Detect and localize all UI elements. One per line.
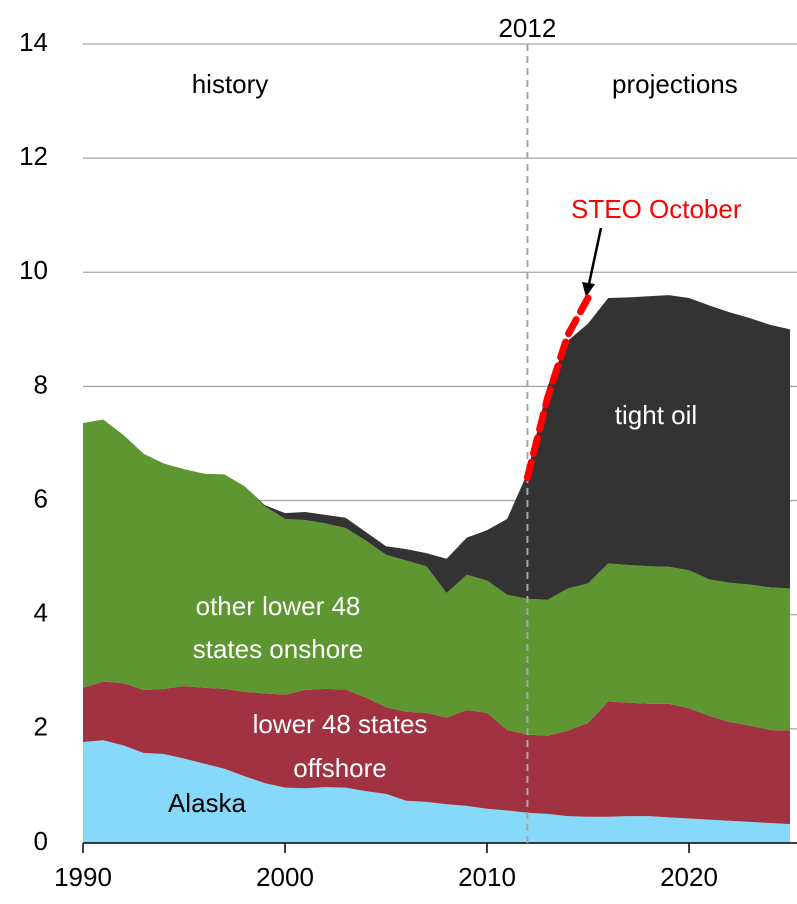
grid: 0 2 4 6 8 10 12 14 (19, 27, 797, 856)
area-label: states onshore (193, 634, 364, 664)
area-label: tight oil (615, 400, 697, 430)
y-tick-label: 12 (19, 141, 48, 171)
areas (83, 295, 790, 843)
x-tick-label: 2020 (660, 862, 718, 892)
area-label: Alaska (168, 788, 247, 818)
area-label: lower 48 states (253, 709, 428, 739)
y-tick-label: 14 (19, 27, 48, 57)
area (83, 740, 790, 843)
x-tick-label: 2010 (458, 862, 516, 892)
y-tick-label: 10 (19, 255, 48, 285)
y-tick-label: 6 (34, 483, 48, 513)
area (83, 419, 790, 736)
y-tick-label: 8 (34, 369, 48, 399)
area-label: offshore (293, 753, 386, 783)
y-tick-label: 0 (34, 826, 48, 856)
reference-label: 2012 (498, 13, 556, 43)
x-tick-label: 2000 (256, 862, 314, 892)
steo-arrow (587, 227, 603, 285)
steo-arrowhead (582, 282, 595, 297)
x-tick-label: 1990 (54, 862, 112, 892)
steo-label: STEO October (571, 194, 742, 224)
area (83, 681, 790, 825)
projections-label: projections (612, 69, 738, 99)
steo-line (523, 294, 592, 482)
overlay: history projections STEO October tight o… (54, 13, 797, 892)
area (83, 295, 790, 600)
y-tick-label: 4 (34, 598, 48, 628)
y-tick-label: 2 (34, 712, 48, 742)
area-label: other lower 48 (196, 591, 361, 621)
history-label: history (192, 69, 269, 99)
